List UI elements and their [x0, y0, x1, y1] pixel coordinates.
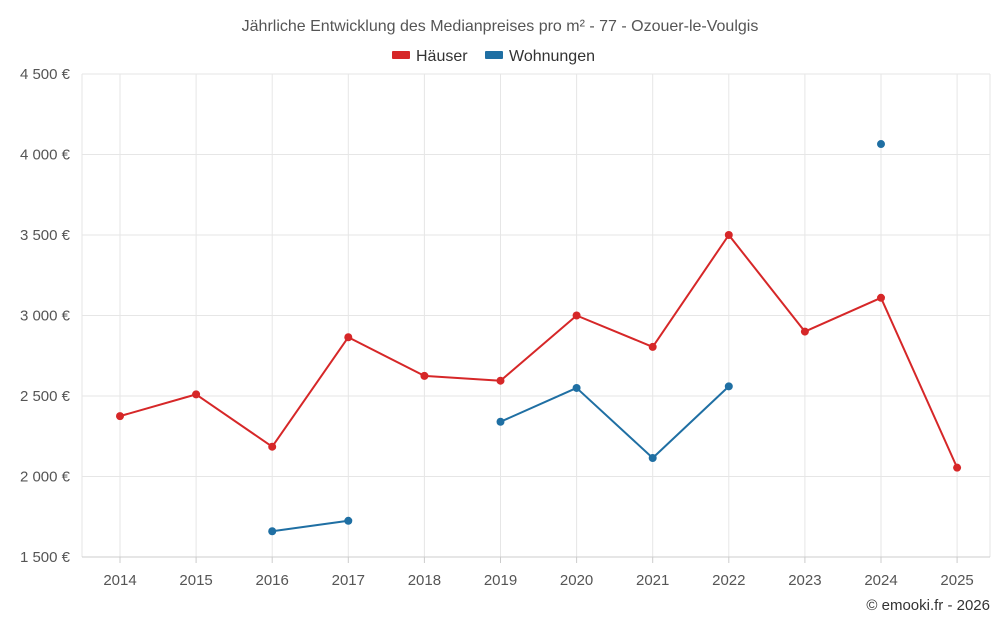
x-tick-label: 2023 — [788, 572, 821, 589]
data-point-haeuser[interactable] — [344, 333, 353, 342]
data-point-haeuser[interactable] — [724, 231, 733, 239]
series — [116, 140, 962, 536]
y-tick-label: 3 500 € — [20, 227, 71, 244]
legend-label-haeuser: Häuser — [416, 48, 468, 65]
y-tick-label: 1 500 € — [20, 549, 71, 566]
series-wohnungen — [268, 140, 885, 536]
x-tick-label: 2016 — [256, 572, 289, 589]
data-point-haeuser[interactable] — [116, 412, 124, 421]
x-tick-label: 2025 — [940, 572, 973, 589]
data-point-wohnungen[interactable] — [877, 140, 885, 149]
y-tick-label: 2 000 € — [20, 469, 71, 486]
x-tick-label: 2015 — [179, 572, 212, 589]
y-axis: 1 500 € 2 000 € 2 500 € 3 000 € 3 500 € 4 000… — [20, 66, 71, 566]
data-point-wohnungen[interactable] — [572, 383, 581, 392]
series-line-wohnungen — [272, 519, 349, 533]
data-point-wohnungen[interactable] — [724, 382, 733, 391]
copyright-text: © emooki.fr - 2026 — [866, 597, 990, 614]
x-tick-label: 2021 — [636, 572, 669, 589]
x-tick-label: 2019 — [484, 572, 517, 589]
data-point-haeuser[interactable] — [648, 342, 657, 351]
data-point-wohnungen[interactable] — [268, 527, 277, 536]
y-tick-label: 4 000 € — [20, 147, 71, 164]
data-point-wohnungen[interactable] — [496, 417, 505, 426]
legend-item-haeuser[interactable]: Häuser — [392, 48, 468, 65]
legend: Häuser Wohnungen — [392, 48, 595, 65]
data-point-wohnungen[interactable] — [344, 516, 353, 525]
y-tick-label: 4 500 € — [20, 66, 71, 83]
legend-item-wohnungen[interactable]: Wohnungen — [485, 48, 595, 65]
x-tick-label: 2020 — [560, 572, 593, 589]
data-point-haeuser[interactable] — [800, 327, 809, 336]
x-tick-label: 2022 — [712, 572, 745, 589]
x-tick-label: 2017 — [332, 572, 365, 589]
x-tick-label: 2024 — [864, 572, 897, 589]
y-tick-label: 2 500 € — [20, 388, 71, 405]
series-line-wohnungen — [500, 385, 730, 459]
data-point-haeuser[interactable] — [420, 371, 429, 380]
x-tick-label: 2018 — [408, 572, 441, 589]
grid-lines — [81, 73, 991, 557]
data-point-haeuser[interactable] — [877, 293, 885, 302]
data-point-haeuser[interactable] — [192, 390, 201, 399]
data-point-haeuser[interactable] — [572, 311, 581, 320]
series-line-haeuser — [119, 234, 959, 469]
x-tick-label: 2014 — [103, 572, 136, 589]
y-tick-label: 3 000 € — [20, 308, 71, 325]
data-point-haeuser[interactable] — [953, 463, 962, 472]
x-axis: 2014 2015 2016 2017 2018 2019 2020 2021 2022 2023… — [82, 556, 990, 589]
data-point-wohnungen[interactable] — [648, 453, 657, 462]
legend-label-wohnungen: Wohnungen — [509, 48, 595, 65]
data-point-haeuser[interactable] — [268, 442, 277, 451]
chart-title: Jährliche Entwicklung des Medianpreises … — [242, 18, 759, 35]
series-haeuser — [116, 231, 962, 472]
data-point-haeuser[interactable] — [496, 376, 505, 385]
legend-swatch-haeuser — [392, 51, 410, 59]
legend-swatch-wohnungen — [485, 51, 503, 59]
